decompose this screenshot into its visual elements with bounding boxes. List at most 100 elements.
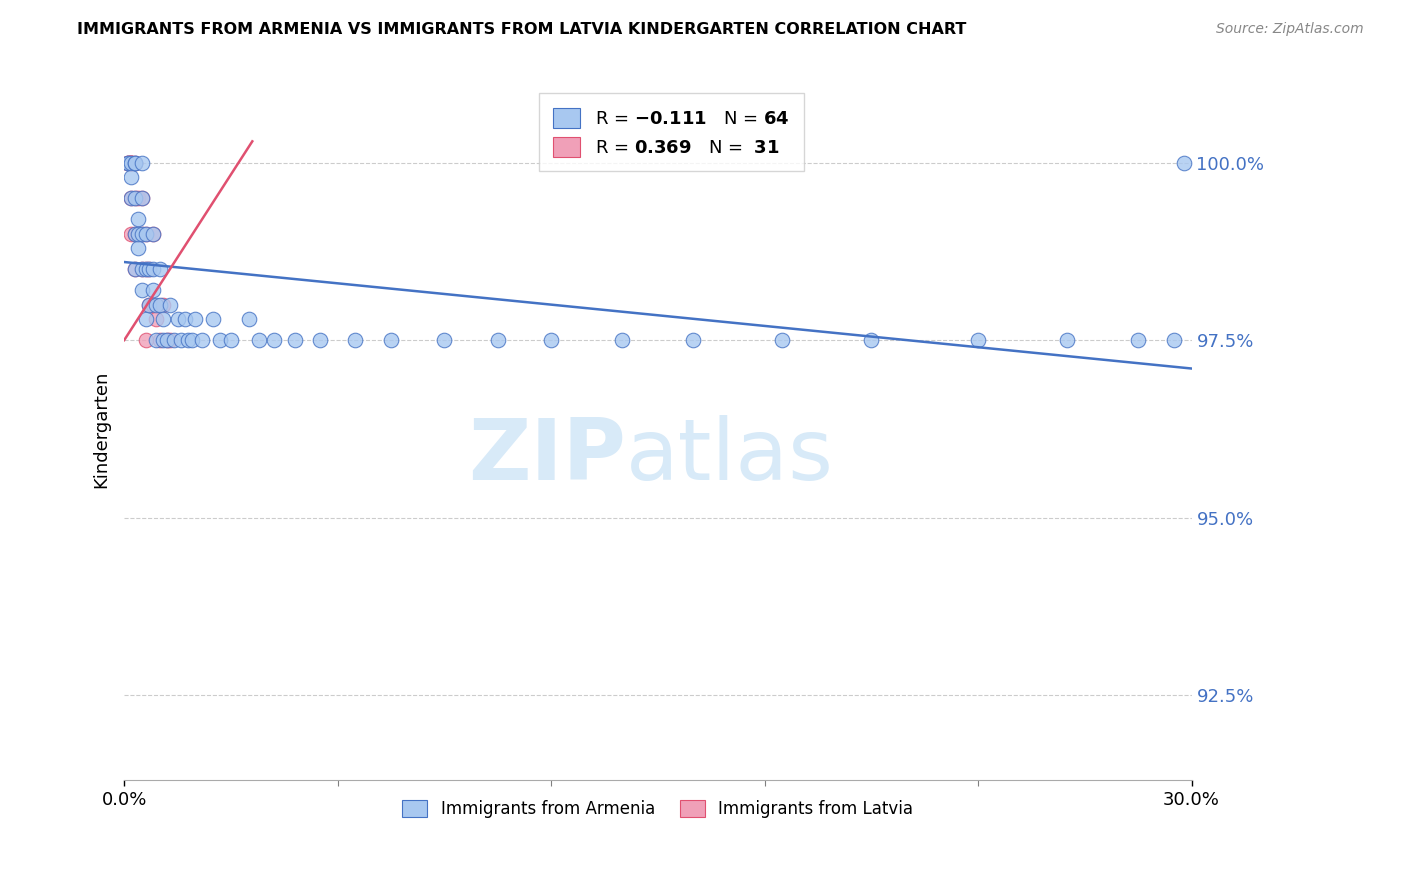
Point — [860, 333, 883, 347]
Point — [120, 155, 142, 169]
Point — [612, 333, 634, 347]
Point — [149, 298, 172, 312]
Point — [967, 333, 990, 347]
Point — [486, 333, 509, 347]
Point — [184, 311, 207, 326]
Point — [120, 155, 142, 169]
Point — [238, 311, 260, 326]
Point — [166, 311, 188, 326]
Point — [344, 333, 367, 347]
Point — [131, 227, 153, 241]
Point — [117, 155, 139, 169]
Point — [120, 155, 142, 169]
Point — [159, 333, 181, 347]
Point — [209, 333, 232, 347]
Point — [142, 284, 165, 298]
Point — [159, 298, 181, 312]
Point — [145, 298, 167, 312]
Point — [135, 311, 157, 326]
Point — [135, 227, 157, 241]
Point — [117, 155, 139, 169]
Point — [117, 155, 139, 169]
Point — [149, 333, 172, 347]
Point — [770, 333, 793, 347]
Point — [124, 227, 146, 241]
Point — [177, 333, 200, 347]
Point — [540, 333, 562, 347]
Text: IMMIGRANTS FROM ARMENIA VS IMMIGRANTS FROM LATVIA KINDERGARTEN CORRELATION CHART: IMMIGRANTS FROM ARMENIA VS IMMIGRANTS FR… — [77, 22, 967, 37]
Point — [117, 155, 139, 169]
Point — [124, 262, 146, 277]
Point — [135, 262, 157, 277]
Point — [149, 262, 172, 277]
Point — [170, 333, 193, 347]
Point — [135, 333, 157, 347]
Y-axis label: Kindergarten: Kindergarten — [93, 370, 110, 488]
Point — [433, 333, 456, 347]
Point — [120, 227, 142, 241]
Point — [120, 191, 142, 205]
Point — [682, 333, 704, 347]
Point — [124, 191, 146, 205]
Point — [124, 262, 146, 277]
Point — [380, 333, 402, 347]
Point — [173, 311, 195, 326]
Point — [120, 155, 142, 169]
Point — [135, 262, 157, 277]
Point — [145, 311, 167, 326]
Point — [131, 155, 153, 169]
Point — [1056, 333, 1078, 347]
Point — [127, 227, 149, 241]
Point — [142, 227, 165, 241]
Point — [1173, 155, 1195, 169]
Point — [138, 298, 160, 312]
Point — [120, 191, 142, 205]
Point — [131, 191, 153, 205]
Point — [191, 333, 214, 347]
Point — [124, 155, 146, 169]
Point — [142, 227, 165, 241]
Point — [131, 191, 153, 205]
Point — [131, 262, 153, 277]
Point — [138, 298, 160, 312]
Point — [120, 155, 142, 169]
Point — [120, 155, 142, 169]
Point — [142, 298, 165, 312]
Point — [263, 333, 285, 347]
Point — [156, 333, 179, 347]
Point — [127, 191, 149, 205]
Point — [131, 284, 153, 298]
Text: ZIP: ZIP — [468, 416, 626, 499]
Point — [124, 155, 146, 169]
Text: atlas: atlas — [626, 416, 834, 499]
Point — [152, 298, 174, 312]
Point — [1128, 333, 1150, 347]
Point — [145, 333, 167, 347]
Point — [127, 241, 149, 255]
Point — [117, 155, 139, 169]
Point — [180, 333, 202, 347]
Point — [249, 333, 271, 347]
Point — [124, 191, 146, 205]
Point — [127, 227, 149, 241]
Point — [138, 262, 160, 277]
Point — [284, 333, 307, 347]
Point — [120, 169, 142, 184]
Point — [142, 262, 165, 277]
Point — [124, 227, 146, 241]
Point — [131, 227, 153, 241]
Point — [124, 155, 146, 169]
Point — [152, 311, 174, 326]
Point — [131, 262, 153, 277]
Point — [202, 311, 225, 326]
Point — [156, 333, 179, 347]
Point — [309, 333, 332, 347]
Point — [163, 333, 186, 347]
Point — [219, 333, 242, 347]
Point — [138, 262, 160, 277]
Point — [127, 212, 149, 227]
Point — [152, 333, 174, 347]
Point — [135, 227, 157, 241]
Point — [1163, 333, 1185, 347]
Text: Source: ZipAtlas.com: Source: ZipAtlas.com — [1216, 22, 1364, 37]
